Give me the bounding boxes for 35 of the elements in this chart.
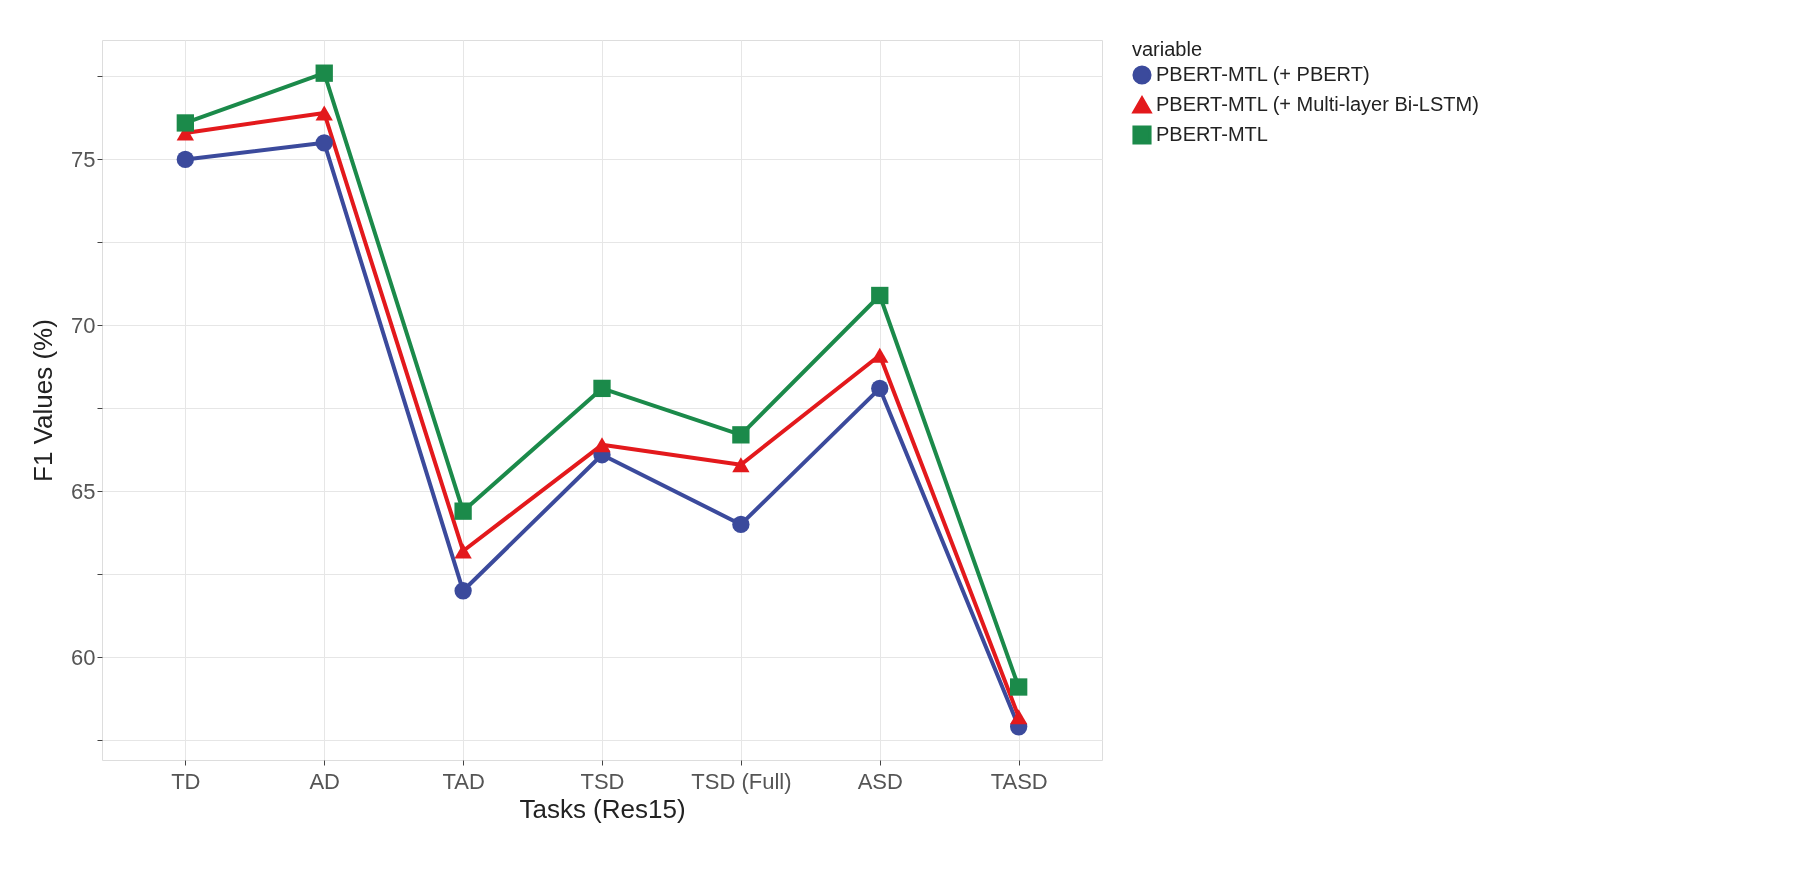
x-tick-label: TSD (Full) xyxy=(691,768,792,794)
y-tick-label: 70 xyxy=(71,312,96,338)
y-tick-label: 75 xyxy=(71,146,96,172)
point xyxy=(593,379,611,398)
y-tick-label: 60 xyxy=(71,644,96,670)
x-tick-label: AD xyxy=(309,768,340,794)
y-tick-label: 65 xyxy=(71,478,96,504)
legend-label: PBERT-MTL xyxy=(1156,123,1268,145)
x-tick-label: TSD xyxy=(580,768,625,794)
legend-label: PBERT-MTL (+ PBERT) xyxy=(1156,63,1370,85)
x-tick-label: TD xyxy=(171,768,201,794)
point xyxy=(454,502,472,520)
point xyxy=(871,347,889,363)
point xyxy=(732,457,750,473)
x-tick-label: ASD xyxy=(857,768,903,794)
x-tick-label: TASD xyxy=(990,768,1048,794)
point xyxy=(871,286,889,305)
legend-label: PBERT-MTL (+ Multi-layer Bi-LSTM) xyxy=(1156,93,1479,115)
point xyxy=(315,105,333,121)
point xyxy=(732,426,750,444)
point xyxy=(454,543,472,559)
point xyxy=(176,150,194,169)
point xyxy=(315,64,333,82)
point xyxy=(315,134,333,152)
point xyxy=(593,437,611,453)
point xyxy=(732,515,750,534)
point xyxy=(871,379,889,398)
point xyxy=(1010,678,1028,696)
point xyxy=(1010,709,1028,725)
point xyxy=(176,114,194,132)
point xyxy=(454,582,472,600)
y-axis-title: F1 Values (%) xyxy=(28,319,59,482)
legend-title: variable xyxy=(1132,38,1203,60)
x-tick-label: TAD xyxy=(442,768,485,794)
x-axis-title: Tasks (Res15) xyxy=(519,793,686,824)
